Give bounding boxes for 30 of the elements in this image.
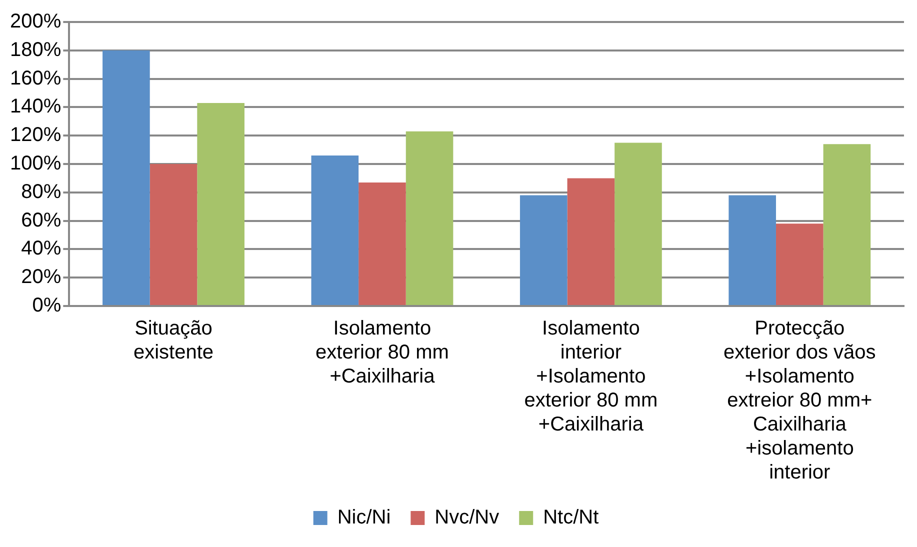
bar [728,195,776,305]
bar [197,102,244,305]
y-tick-label: 60% [21,209,62,232]
x-tick-label: Situação existente [133,318,214,364]
y-tick-label: 100% [10,152,62,175]
bar [520,195,568,305]
legend-label: Nvc/Nv [434,506,500,529]
y-tick-label: 140% [10,96,62,118]
x-tick-label: Protecção exterior dos vãos +Isolamento extreior 80 mm+ Caixilharia +isolamento interior [723,318,876,484]
y-tick-label: 20% [21,266,62,288]
y-tick-label: 180% [10,38,62,61]
legend-label: Ntc/Nt [543,506,600,529]
bar [358,182,406,305]
legend-label: Nic/Ni [337,506,391,529]
y-tick-label: 40% [21,238,62,260]
y-tick-label: 160% [10,67,62,90]
bar [567,178,615,305]
y-tick-label: 200% [10,10,62,33]
bar [406,131,454,305]
bar [311,155,359,305]
x-tick-label: Isolamento interior +Isolamento exterior 80 mm +Caixilharia [524,318,658,436]
bar [150,164,198,305]
y-tick-label: 0% [32,294,62,317]
bar [102,50,150,305]
bar [823,144,871,305]
bar [776,224,824,305]
x-tick-label: Isolamento exterior 80 mm +Caixilharia [316,318,449,388]
y-tick-label: 120% [10,124,62,146]
y-tick-label: 80% [21,180,62,203]
bar [614,142,662,305]
